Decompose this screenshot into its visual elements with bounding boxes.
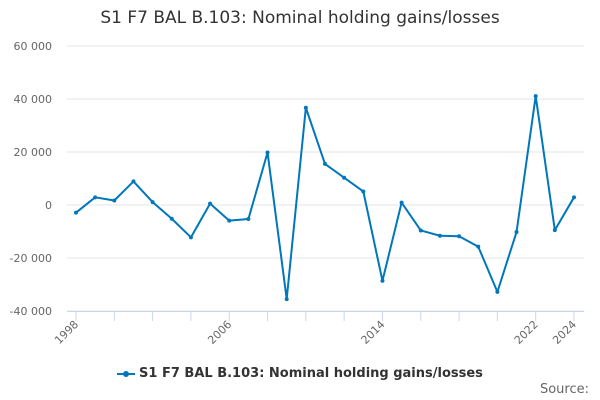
data-point	[476, 244, 481, 249]
y-tick-label: -40 000	[10, 305, 52, 318]
data-point	[74, 210, 78, 215]
data-point	[150, 200, 155, 205]
data-point	[188, 235, 193, 240]
data-point	[227, 218, 232, 223]
data-point	[265, 150, 270, 155]
data-point	[131, 179, 136, 184]
data-point	[457, 234, 462, 239]
data-point	[495, 289, 500, 294]
y-tick-label: 20 000	[14, 146, 53, 159]
data-point	[514, 230, 519, 235]
chart-title: S1 F7 BAL B.103: Nominal holding gains/l…	[100, 8, 500, 28]
data-point	[399, 200, 404, 205]
data-point	[533, 94, 538, 99]
data-point	[112, 198, 117, 203]
legend-label: S1 F7 BAL B.103: Nominal holding gains/l…	[139, 366, 483, 381]
legend-item[interactable]: S1 F7 BAL B.103: Nominal holding gains/l…	[0, 366, 600, 381]
data-point	[418, 228, 423, 233]
data-point	[208, 201, 213, 206]
data-point	[552, 228, 557, 233]
data-point	[572, 195, 576, 200]
x-tick-label: 1998	[52, 318, 81, 347]
y-tick-label: 60 000	[14, 40, 53, 53]
data-point	[323, 161, 327, 166]
y-tick-label: 0	[45, 199, 52, 212]
data-point	[284, 297, 289, 302]
x-tick-label: 2014	[359, 318, 388, 347]
y-tick-label: 40 000	[14, 93, 53, 106]
data-point	[342, 175, 347, 180]
data-point	[246, 217, 251, 222]
x-tick-label: 2024	[550, 318, 579, 347]
y-tick-label: -20 000	[10, 252, 52, 265]
data-point	[169, 216, 174, 221]
data-point	[93, 195, 98, 200]
data-point	[303, 105, 308, 110]
data-point	[380, 278, 385, 283]
data-point	[361, 189, 366, 194]
data-point	[437, 233, 442, 238]
legend-line-marker-icon	[117, 370, 136, 377]
x-tick-label: 2006	[205, 318, 234, 347]
x-tick-label: 2022	[512, 318, 541, 347]
source-label: Source:	[539, 382, 589, 397]
series-line	[75, 95, 575, 301]
